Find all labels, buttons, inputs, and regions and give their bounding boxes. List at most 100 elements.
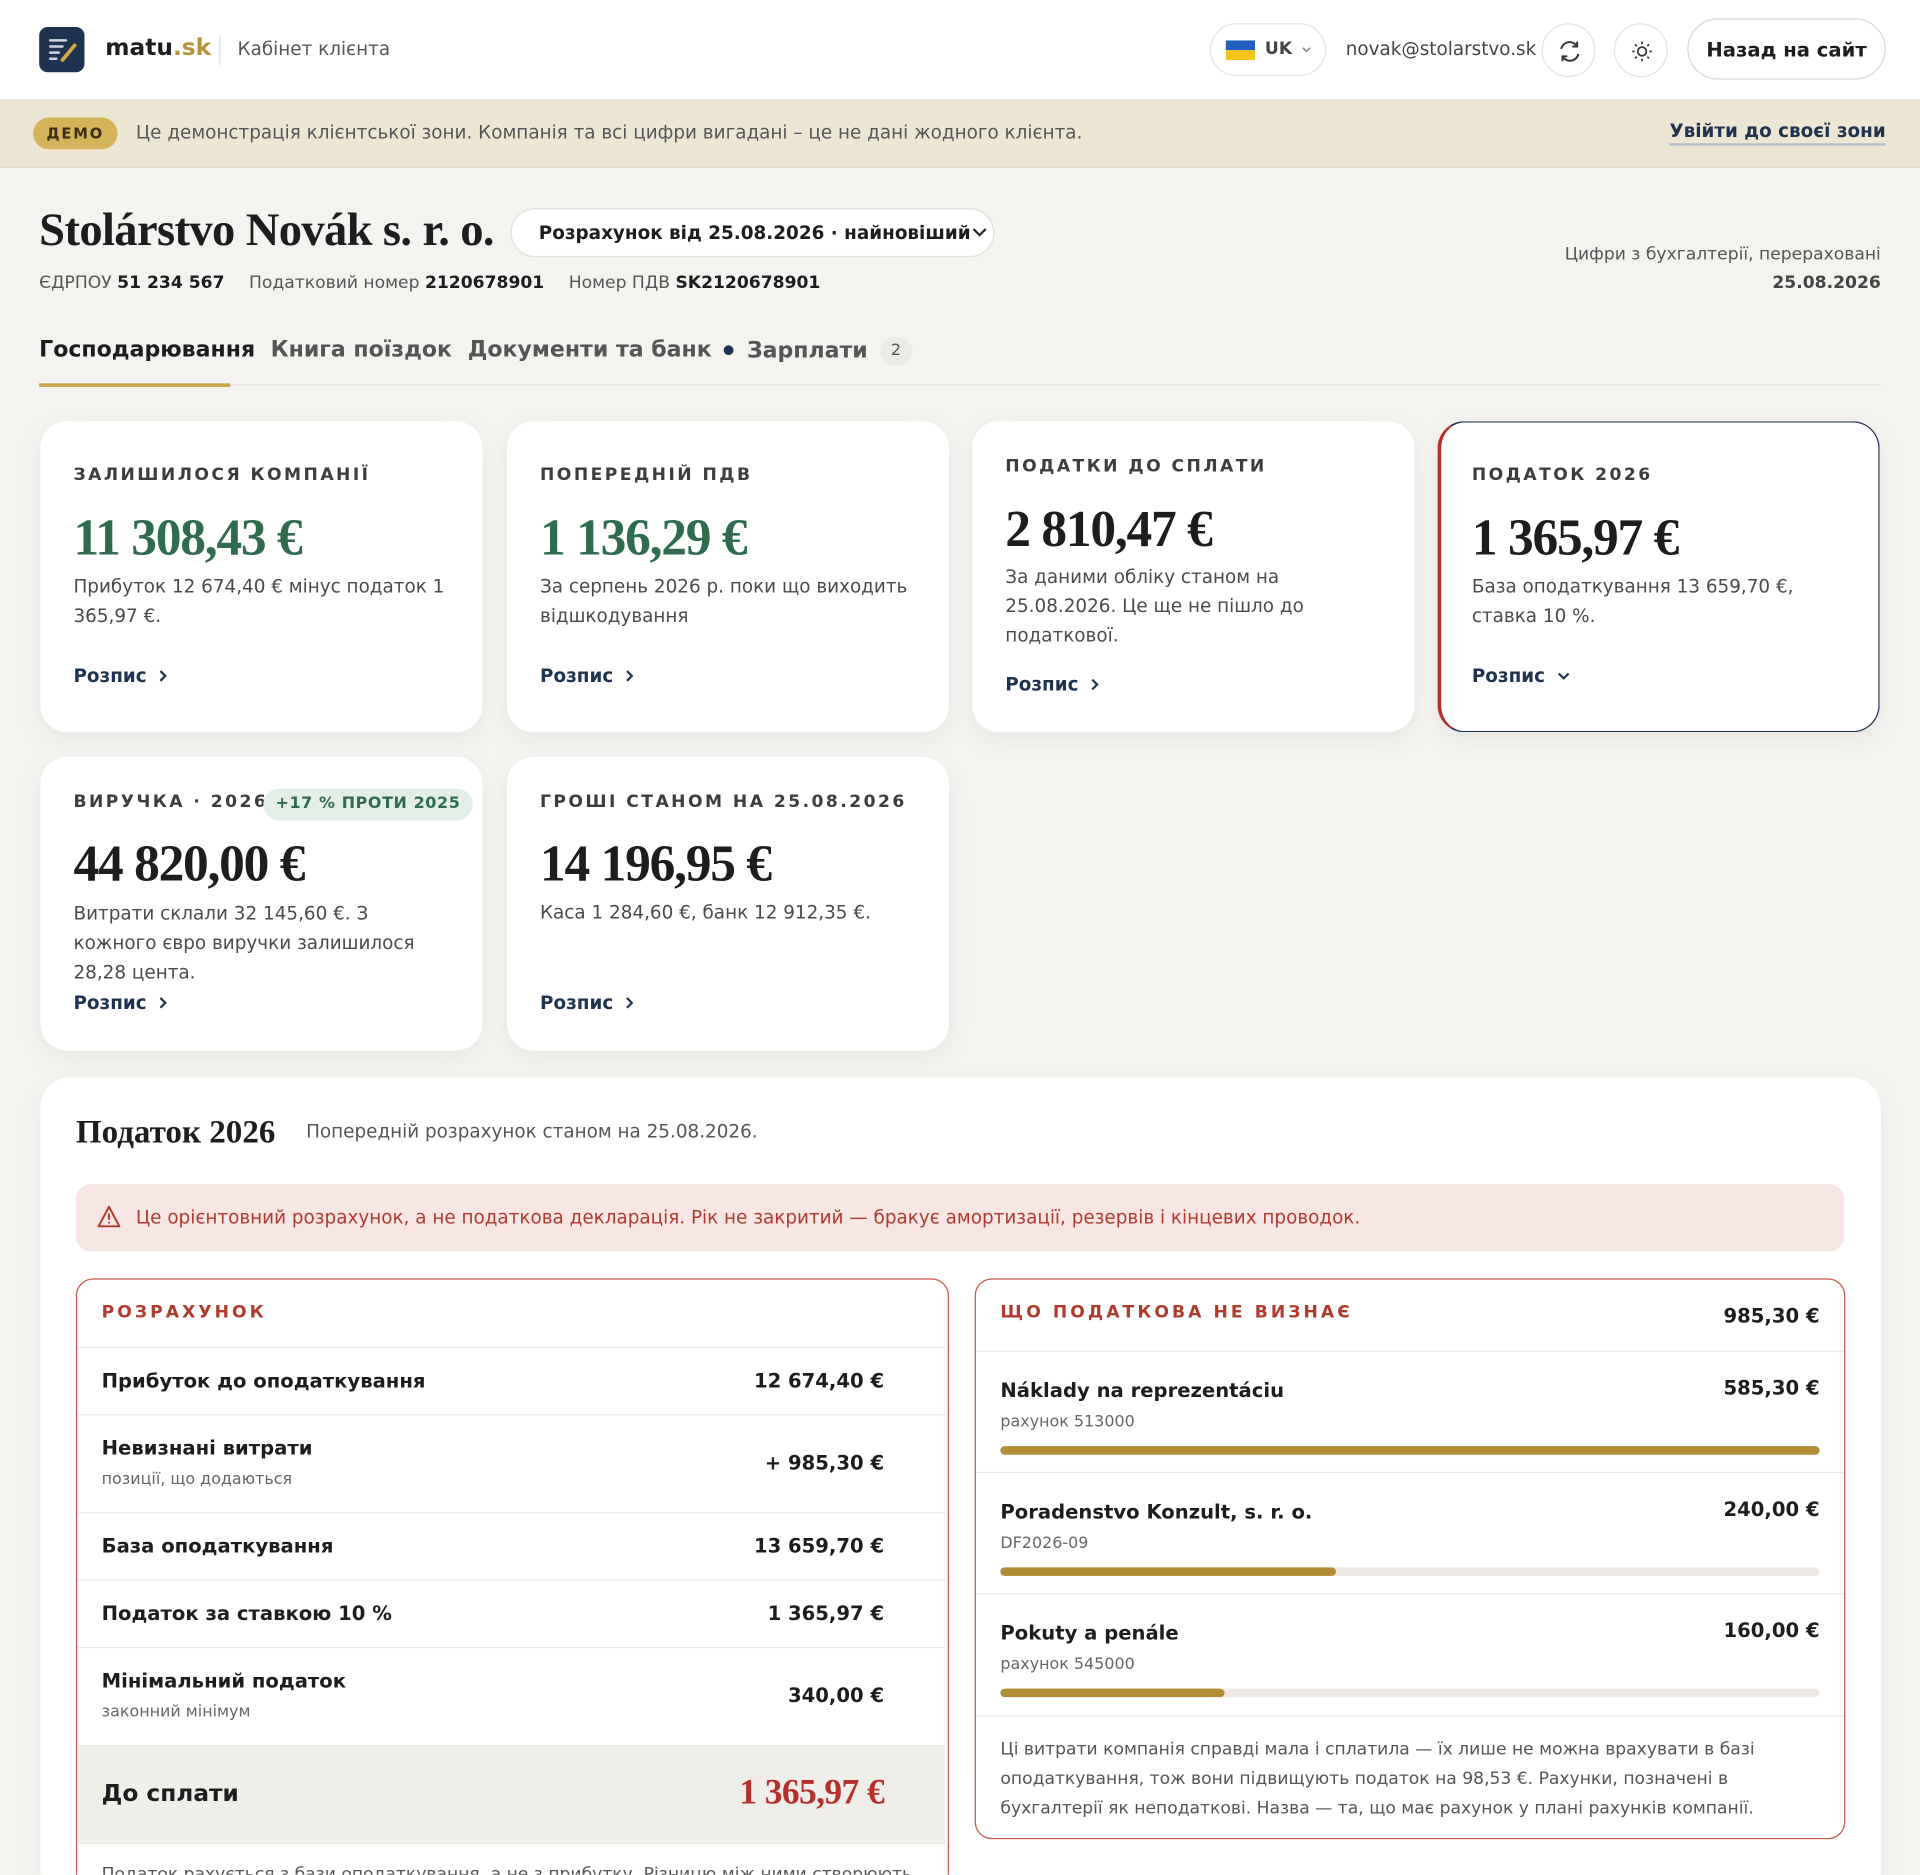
id-value: 51 234 567 bbox=[117, 273, 225, 293]
card-link[interactable]: Розпис bbox=[1472, 665, 1570, 687]
disallowed-box: Що податкова не визнає 985,30 € Náklady … bbox=[974, 1278, 1846, 1840]
link-text: Розпис bbox=[540, 991, 614, 1014]
card-link[interactable]: Розпис bbox=[73, 665, 167, 687]
card-link[interactable]: Розпис bbox=[540, 992, 634, 1014]
card-note: За даними обліку станом на 25.08.2026. Ц… bbox=[1005, 565, 1304, 647]
card-note: Витрати склали 32 145,60 €. З кожного єв… bbox=[73, 902, 415, 984]
report-select[interactable]: Розрахунок від 25.08.2026 · найновіший bbox=[510, 208, 995, 258]
calc-row: Мінімальний податок законний мінімум 340… bbox=[77, 1646, 946, 1746]
row-value: 1 365,97 € bbox=[767, 1601, 885, 1625]
calc-row: Прибуток до оподаткування 12 674,40 € bbox=[77, 1346, 946, 1416]
tax-panel: Податок 2026 Попередній розрахунок стано… bbox=[40, 1077, 1881, 1875]
top-bar: matu.sk Кабінет клієнта UK novak@stolars… bbox=[0, 0, 1920, 101]
id-item: Номер ПДВ SK2120678901 bbox=[569, 273, 821, 293]
item-account: DF2026-09 bbox=[1000, 1534, 1089, 1553]
logo-name: matu bbox=[105, 34, 173, 62]
card-amount: 14 196,95 € bbox=[540, 836, 772, 893]
note-row: Ці витрати компанія справді мала і сплат… bbox=[975, 1715, 1845, 1838]
logo-icon[interactable] bbox=[39, 26, 85, 73]
row-label: Невизнані витрати bbox=[101, 1436, 313, 1460]
link-text: Розпис bbox=[73, 991, 147, 1014]
id-value: SK2120678901 bbox=[675, 273, 821, 293]
demo-text: Це демонстрація клієнтської зони. Компан… bbox=[135, 121, 1083, 144]
card-title: Залишилося компанії bbox=[73, 465, 371, 485]
tab[interactable]: Книга поїздок bbox=[270, 336, 453, 363]
card-amount: 11 308,43 € bbox=[73, 510, 302, 567]
amount-bar bbox=[1000, 1688, 1225, 1698]
tab-active[interactable]: Господарювання bbox=[39, 336, 256, 363]
user-email: novak@stolarstvo.sk bbox=[1345, 37, 1537, 61]
demo-badge: ДЕМО bbox=[33, 117, 118, 150]
back-to-site-button[interactable]: Назад на сайт bbox=[1687, 18, 1886, 80]
item-account: рахунок 513000 bbox=[1000, 1413, 1135, 1432]
card-link[interactable]: Розпис bbox=[1005, 673, 1099, 696]
language-select[interactable]: UK bbox=[1209, 23, 1327, 76]
footnote-row: Податок рахується з бази оподаткування, … bbox=[77, 1842, 946, 1875]
item-amount: 160,00 € bbox=[1723, 1618, 1820, 1643]
bar-track bbox=[1000, 1567, 1820, 1576]
row-value: + 985,30 € bbox=[764, 1451, 885, 1475]
row-sublabel: позиції, що додаються bbox=[101, 1470, 293, 1489]
box-title: Що податкова не визнає bbox=[1000, 1302, 1353, 1323]
row-value: 12 674,40 € bbox=[753, 1368, 885, 1393]
tab-label: Документи та банк bbox=[467, 336, 712, 363]
card-link[interactable]: Розпис bbox=[73, 992, 167, 1014]
item-name: Poradenstvo Konzult, s. r. o. bbox=[1000, 1500, 1313, 1524]
calculation-box: Розрахунок Прибуток до оподаткування 12 … bbox=[75, 1278, 949, 1875]
id-label: Податковий номер bbox=[249, 273, 420, 293]
calc-row: Податок за ставкою 10 % 1 365,97 € bbox=[77, 1579, 946, 1649]
item-amount: 585,30 € bbox=[1723, 1376, 1820, 1400]
card-amount: 1 136,29 € bbox=[540, 510, 748, 567]
row-label: База оподаткування bbox=[101, 1534, 334, 1558]
refresh-button[interactable] bbox=[1541, 23, 1596, 78]
theme-toggle[interactable] bbox=[1613, 23, 1668, 78]
card-note: Прибуток 12 674,40 € мінус податок 1 365… bbox=[73, 575, 445, 627]
id-label: Номер ПДВ bbox=[568, 273, 670, 293]
bar-track bbox=[1000, 1446, 1820, 1455]
tab[interactable]: Зарплати 2 bbox=[747, 336, 912, 367]
row-value: 13 659,70 € bbox=[753, 1534, 885, 1558]
item-account: рахунок 545000 bbox=[1000, 1655, 1135, 1674]
row-value: 340,00 € bbox=[788, 1683, 885, 1707]
kpi-card: Попередній ПДВ 1 136,29 € За серпень 202… bbox=[506, 421, 949, 733]
card-title: Попередній ПДВ bbox=[540, 465, 753, 485]
amount-bar bbox=[1000, 1446, 1820, 1455]
portal-subtitle: Кабінет клієнта bbox=[237, 37, 391, 61]
warning-text: Це орієнтовний розрахунок, а не податков… bbox=[135, 1206, 1361, 1229]
card-amount: 2 810,47 € bbox=[1005, 502, 1213, 559]
row-label: Мінімальний податок bbox=[101, 1668, 347, 1693]
sync-note: Цифри з бухгалтерії, перераховані bbox=[1564, 244, 1881, 265]
tabs-divider bbox=[39, 384, 1881, 386]
card-amount: 44 820,00 € bbox=[73, 836, 305, 893]
box-total: 985,30 € bbox=[1723, 1304, 1820, 1328]
disallowed-item: Pokuty a penále рахунок 545000 160,00 € bbox=[975, 1593, 1845, 1715]
logo-domain: .sk bbox=[172, 34, 212, 62]
logo-text[interactable]: matu.sk bbox=[105, 34, 211, 61]
total-value: 1 365,97 € bbox=[739, 1773, 885, 1813]
kpi-card: Гроші станом на 25.08.2026 14 196,95 € К… bbox=[506, 756, 949, 1051]
login-link[interactable]: Увійти до своєї зони bbox=[1669, 120, 1886, 146]
total-label: До сплати bbox=[101, 1780, 239, 1808]
card-title: Виручка · 2026 bbox=[73, 792, 269, 812]
card-title: Податки до сплати bbox=[1005, 456, 1267, 477]
item-name: Náklady na reprezentáciu bbox=[1000, 1378, 1285, 1403]
link-text: Розпис bbox=[1005, 673, 1079, 696]
card-link[interactable]: Розпис bbox=[540, 665, 634, 687]
id-item: ЄДРПОУ 51 234 567 bbox=[39, 273, 224, 293]
id-item: Податковий номер 2120678901 bbox=[249, 273, 544, 293]
disallowed-note: Ці витрати компанія справді мала і сплат… bbox=[1000, 1740, 1755, 1819]
row-label: Податок за ставкою 10 % bbox=[101, 1601, 392, 1625]
amount-bar bbox=[1000, 1567, 1337, 1576]
divider bbox=[219, 35, 221, 65]
row-label: Прибуток до оподаткування bbox=[101, 1368, 426, 1393]
kpi-card: Виручка · 2026 +17 % проти 2025 44 820,0… bbox=[40, 756, 483, 1051]
link-text: Розпис bbox=[540, 664, 614, 687]
tab[interactable]: Документи та банк bbox=[467, 336, 734, 363]
box-title: Розрахунок bbox=[101, 1302, 267, 1323]
row-sublabel: законний мінімум bbox=[101, 1703, 251, 1722]
calc-row: База оподаткування 13 659,70 € bbox=[77, 1512, 946, 1581]
item-amount: 240,00 € bbox=[1723, 1497, 1820, 1521]
link-text: Розпис bbox=[73, 664, 147, 687]
